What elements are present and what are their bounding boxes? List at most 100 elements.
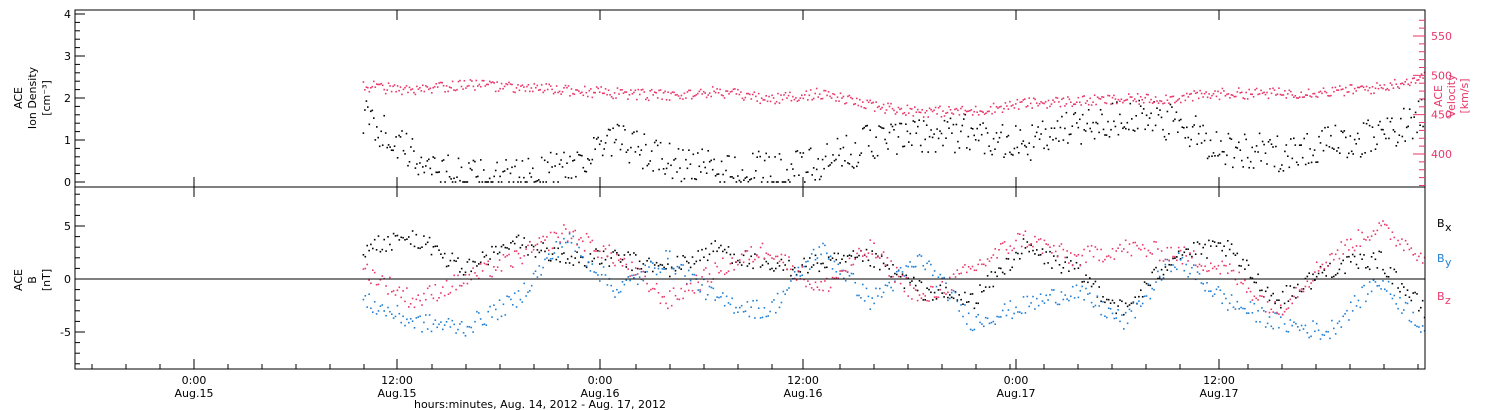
data-point	[930, 285, 932, 288]
data-point	[864, 107, 867, 110]
data-point	[1013, 107, 1016, 109]
data-point	[495, 245, 497, 248]
data-point	[1165, 138, 1167, 141]
data-point	[1317, 329, 1320, 332]
data-point	[967, 135, 970, 138]
data-point	[691, 256, 694, 258]
data-point	[633, 277, 635, 279]
data-point	[994, 271, 996, 274]
data-point	[1349, 84, 1352, 86]
data-point	[1044, 128, 1047, 130]
data-point	[1416, 293, 1418, 295]
data-point	[563, 252, 565, 254]
data-point	[1358, 86, 1360, 89]
data-point	[1346, 91, 1349, 93]
data-point	[404, 300, 406, 303]
data-point	[762, 176, 764, 179]
data-point	[1273, 165, 1276, 168]
data-point	[838, 154, 840, 157]
data-point	[833, 93, 836, 96]
data-point	[548, 259, 550, 262]
data-point	[1090, 285, 1093, 288]
data-point	[1294, 144, 1297, 146]
data-point	[673, 159, 675, 161]
data-point	[365, 86, 368, 88]
data-point	[860, 250, 862, 252]
data-point	[1323, 268, 1326, 270]
data-point	[958, 294, 960, 296]
data-point	[1166, 258, 1169, 261]
data-point	[1226, 93, 1228, 96]
data-point	[1136, 93, 1139, 95]
data-point	[729, 91, 732, 93]
data-point	[595, 250, 597, 252]
data-point	[1150, 112, 1152, 115]
data-point	[1300, 290, 1303, 293]
data-point	[1128, 308, 1131, 311]
data-point	[850, 96, 852, 99]
data-point	[447, 318, 450, 320]
data-point	[1036, 297, 1038, 300]
data-point	[409, 303, 412, 305]
data-point	[1200, 92, 1203, 95]
data-point	[1285, 144, 1288, 146]
data-point	[1246, 259, 1248, 262]
data-point	[447, 90, 449, 93]
field-tick-label: 5	[64, 220, 71, 233]
data-point	[928, 260, 930, 263]
data-point	[1022, 99, 1025, 101]
data-point	[607, 89, 610, 92]
data-point	[434, 284, 437, 286]
data-point	[462, 332, 465, 334]
data-point	[945, 137, 947, 139]
data-point	[796, 150, 799, 152]
data-point	[1211, 267, 1214, 270]
data-point	[1220, 140, 1222, 142]
data-point	[1336, 89, 1338, 91]
data-point	[506, 247, 508, 249]
data-point	[991, 112, 993, 115]
data-point	[1160, 250, 1163, 252]
data-point	[508, 253, 510, 256]
data-point	[1334, 333, 1337, 335]
data-point	[1130, 254, 1133, 257]
data-point	[1310, 288, 1312, 290]
data-point	[1257, 273, 1259, 276]
data-point	[854, 258, 856, 260]
data-point	[708, 160, 711, 163]
data-point	[585, 266, 588, 269]
data-point	[587, 95, 589, 98]
data-point	[1001, 309, 1004, 312]
data-point	[1334, 253, 1337, 256]
data-point	[1087, 245, 1089, 248]
data-point	[513, 242, 516, 245]
data-point	[1028, 244, 1030, 246]
data-point	[916, 255, 919, 257]
data-point	[697, 289, 699, 291]
data-point	[381, 144, 384, 146]
data-point	[451, 285, 454, 288]
data-point	[820, 262, 822, 265]
data-point	[624, 129, 626, 131]
data-point	[909, 284, 911, 286]
data-point	[460, 166, 463, 169]
data-point	[679, 97, 681, 100]
data-point	[1404, 140, 1406, 142]
data-point	[643, 91, 646, 93]
data-point	[512, 181, 515, 183]
data-point	[1204, 265, 1206, 268]
data-point	[1114, 98, 1117, 100]
data-point	[1264, 290, 1267, 293]
data-point	[669, 250, 671, 253]
data-point	[532, 272, 535, 275]
data-point	[844, 160, 846, 162]
data-point	[811, 174, 813, 176]
data-point	[973, 269, 976, 272]
data-point	[627, 276, 629, 278]
data-point	[1230, 94, 1233, 96]
data-point	[1119, 243, 1121, 246]
data-point	[960, 298, 962, 301]
data-point	[1071, 264, 1074, 267]
data-point	[827, 258, 830, 260]
data-point	[967, 312, 970, 315]
